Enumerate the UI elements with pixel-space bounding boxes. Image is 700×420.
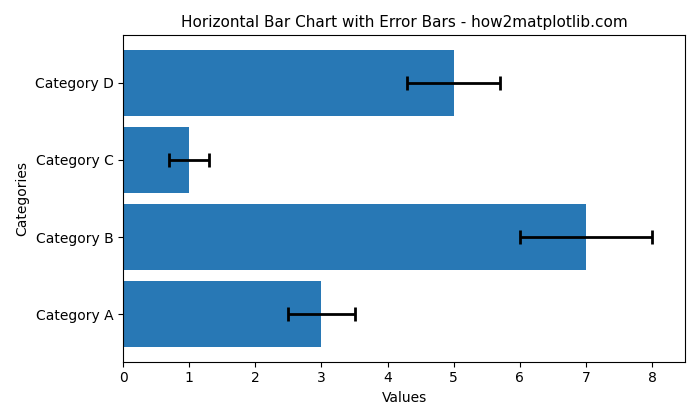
Bar: [123, 127, 189, 193]
Bar: [123, 281, 321, 347]
Bar: [123, 204, 586, 270]
Title: Horizontal Bar Chart with Error Bars - how2matplotlib.com: Horizontal Bar Chart with Error Bars - h…: [181, 15, 627, 30]
X-axis label: Values: Values: [382, 391, 427, 405]
Y-axis label: Categories: Categories: [15, 161, 29, 236]
Bar: [123, 50, 454, 116]
